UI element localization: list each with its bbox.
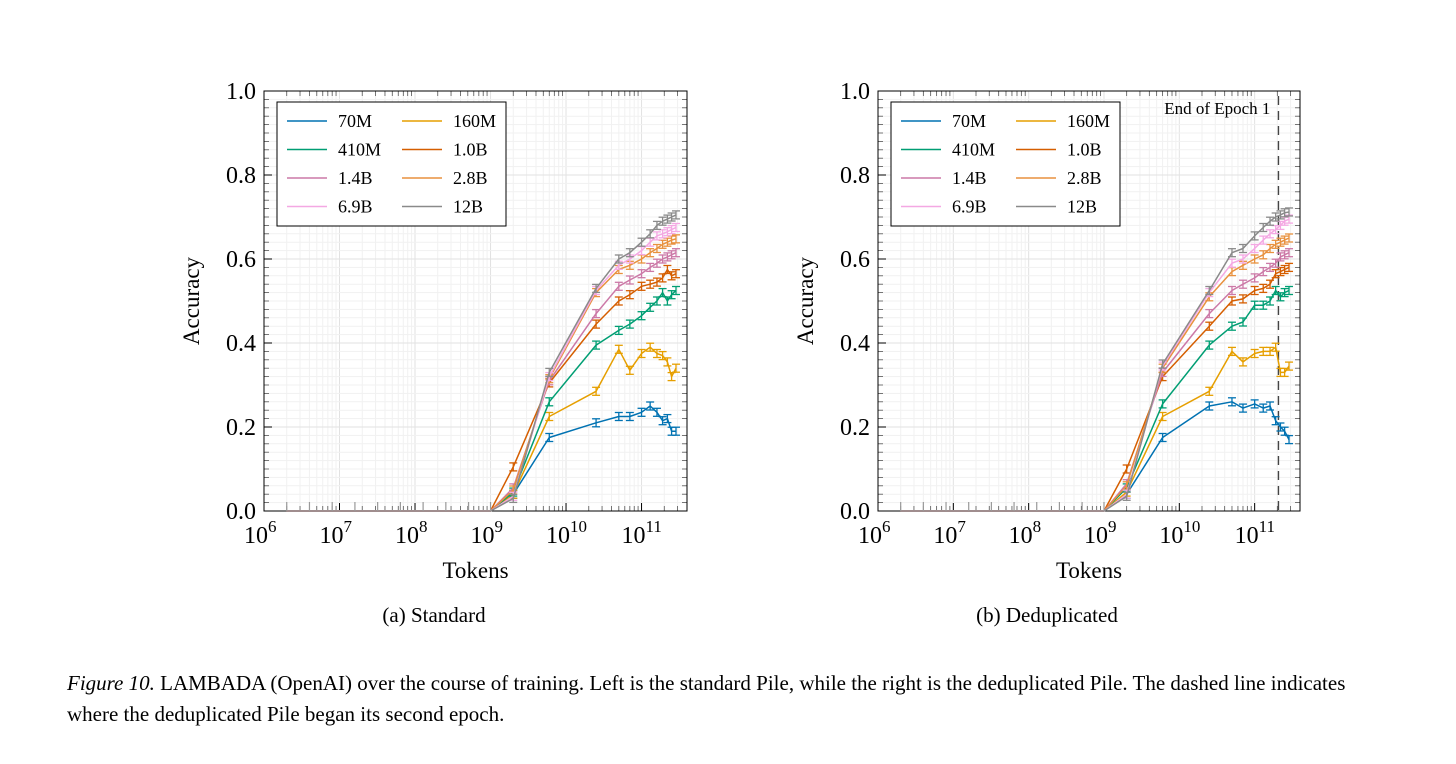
- x-axis-label: Tokens: [1056, 558, 1122, 583]
- x-tick-exponent: 11: [1259, 517, 1275, 536]
- legend-label-1.4B: 1.4B: [338, 168, 373, 188]
- x-tick-label: 10: [858, 523, 882, 549]
- y-tick-label: 0.2: [226, 415, 256, 441]
- y-tick-label: 0.4: [226, 331, 256, 357]
- chart-panel-a: 0.00.20.40.60.81.010 6 10 7 10 8 10 9 10 10 10 11To…: [179, 79, 688, 583]
- x-tick-base: 10: [244, 523, 268, 549]
- x-tick-base: 10: [471, 523, 495, 549]
- series-line-410M: [286, 289, 677, 512]
- legend-label-12B: 12B: [453, 197, 483, 217]
- legend-label-410M: 410M: [338, 140, 381, 160]
- x-tick-exponent: 7: [957, 517, 966, 536]
- x-tick-exponent: 6: [268, 517, 277, 536]
- x-tick-exponent: 8: [419, 517, 428, 536]
- x-axis-label: Tokens: [442, 558, 508, 583]
- legend-label-70M: 70M: [952, 111, 986, 131]
- y-tick-label: 0.4: [840, 331, 870, 357]
- series-line-1.4B: [286, 252, 677, 512]
- x-tick-base: 10: [320, 523, 344, 549]
- x-tick-base: 10: [546, 523, 570, 549]
- y-tick-label: 1.0: [226, 79, 256, 105]
- x-tick-label: 10: [1009, 523, 1033, 549]
- subcaption-deduplicated: (b) Deduplicated: [976, 603, 1118, 627]
- y-axis-label: Accuracy: [793, 256, 818, 345]
- legend: 70M 160M 410M 1.0B 1.4B 2.8B 6.9B 12B: [276, 101, 507, 227]
- y-tick-label: 0.0: [840, 499, 870, 525]
- legend-label-6.9B: 6.9B: [952, 197, 987, 217]
- legend-label-410M: 410M: [952, 140, 995, 160]
- x-tick-label: 10: [471, 523, 495, 549]
- series-line-410M: [900, 289, 1290, 512]
- legend-label-6.9B: 6.9B: [338, 197, 373, 217]
- series-line-1.4B: [900, 252, 1290, 512]
- series-line-12B: [286, 214, 677, 512]
- y-tick-label: 1.0: [840, 79, 870, 105]
- series-line-160M: [286, 346, 677, 512]
- x-tick-label: 10: [244, 523, 268, 549]
- y-tick-label: 0.8: [840, 163, 870, 189]
- y-tick-label: 0.6: [226, 247, 256, 273]
- x-tick-label: 10: [395, 523, 419, 549]
- figure-label: Figure 10.: [67, 671, 155, 695]
- x-tick-base: 10: [1159, 523, 1183, 549]
- x-tick-exponent: 9: [1108, 517, 1117, 536]
- x-tick-base: 10: [858, 523, 882, 549]
- series-line-1.0B: [286, 268, 677, 512]
- x-tick-label: 10: [546, 523, 570, 549]
- series-line-2.8B: [286, 238, 677, 512]
- x-tick-label: 10: [1235, 523, 1259, 549]
- legend-label-12B: 12B: [1067, 197, 1097, 217]
- series-line-2.8B: [900, 237, 1290, 512]
- x-tick-label: 10: [1159, 523, 1183, 549]
- x-tick-exponent: 6: [882, 517, 891, 536]
- x-tick-base: 10: [1084, 523, 1108, 549]
- series-12B: [286, 210, 680, 512]
- chart-panel-b: 0.00.20.40.60.81.010 6 10 7 10 8 10 9 10 10 10 11To…: [793, 79, 1301, 583]
- legend-label-1.4B: 1.4B: [952, 168, 987, 188]
- x-tick-base: 10: [1235, 523, 1259, 549]
- legend-box: [276, 101, 507, 227]
- x-tick-exponent: 7: [344, 517, 353, 536]
- x-tick-base: 10: [1009, 523, 1033, 549]
- x-tick-exponent: 10: [570, 517, 587, 536]
- x-tick-label: 10: [320, 523, 344, 549]
- x-tick-exponent: 10: [1183, 517, 1200, 536]
- figure-caption-text: LAMBADA (OpenAI) over the course of trai…: [67, 671, 1346, 726]
- x-tick-exponent: 8: [1033, 517, 1042, 536]
- x-tick-exponent: 11: [646, 517, 662, 536]
- x-tick-label: 10: [933, 523, 957, 549]
- y-tick-label: 0.0: [226, 499, 256, 525]
- series-line-6.9B: [900, 218, 1290, 512]
- series-line-70M: [286, 405, 676, 512]
- series-line-160M: [900, 346, 1290, 512]
- y-axis-label: Accuracy: [179, 256, 204, 345]
- legend-label-2.8B: 2.8B: [1067, 168, 1102, 188]
- legend-label-70M: 70M: [338, 111, 372, 131]
- legend-label-160M: 160M: [453, 111, 496, 131]
- legend-label-1.0B: 1.0B: [453, 140, 488, 160]
- x-tick-exponent: 9: [495, 517, 504, 536]
- x-tick-label: 10: [1084, 523, 1108, 549]
- legend-label-2.8B: 2.8B: [453, 168, 488, 188]
- legend-box: [890, 101, 1121, 227]
- subcaption-standard: (a) Standard: [382, 603, 486, 627]
- x-tick-label: 10: [622, 523, 646, 549]
- x-tick-base: 10: [933, 523, 957, 549]
- series-line-12B: [900, 211, 1290, 512]
- epoch-annotation-label: End of Epoch 1: [1164, 99, 1270, 118]
- legend-label-1.0B: 1.0B: [1067, 140, 1102, 160]
- legend-label-160M: 160M: [1067, 111, 1110, 131]
- series-line-1.0B: [900, 266, 1290, 512]
- legend: 70M 160M 410M 1.0B 1.4B 2.8B 6.9B 12B: [890, 101, 1121, 227]
- x-tick-base: 10: [395, 523, 419, 549]
- y-tick-label: 0.8: [226, 163, 256, 189]
- y-tick-label: 0.6: [840, 247, 870, 273]
- figure-caption: Figure 10. LAMBADA (OpenAI) over the cou…: [67, 668, 1397, 730]
- series-12B: [900, 207, 1294, 512]
- y-tick-label: 0.2: [840, 415, 870, 441]
- x-tick-base: 10: [622, 523, 646, 549]
